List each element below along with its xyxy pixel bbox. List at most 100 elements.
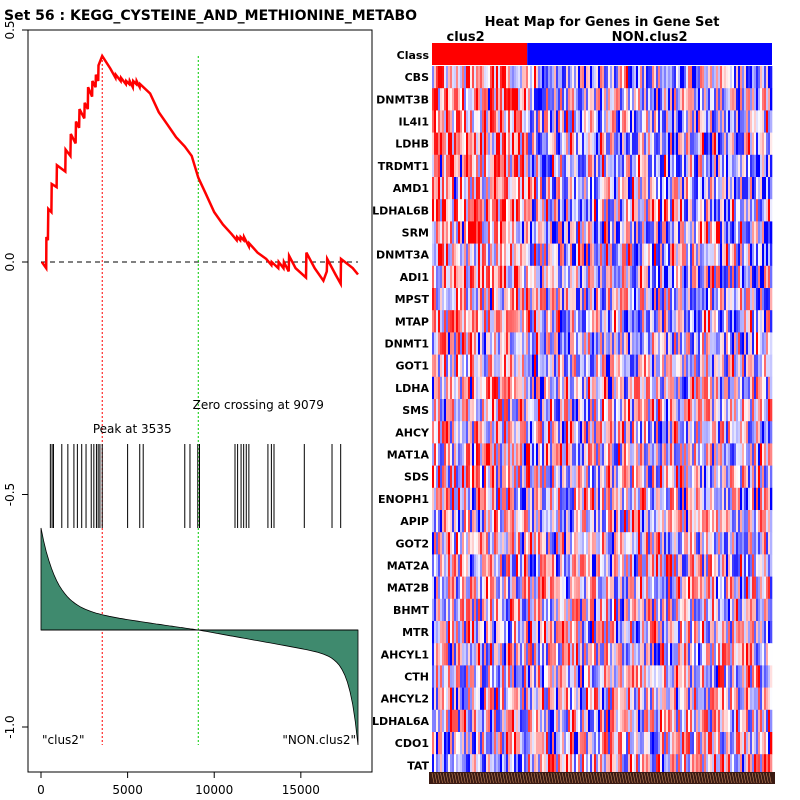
heatmap-cell: [536, 88, 539, 111]
heatmap-cell: [758, 576, 761, 600]
heatmap-cell: [468, 110, 471, 133]
heatmap-cell: [560, 598, 563, 622]
heatmap-cell: [674, 399, 677, 422]
heatmap-cell: [586, 598, 589, 622]
heatmap-cell: [744, 465, 747, 489]
heatmap-cell: [534, 687, 537, 711]
heatmap-cell: [504, 332, 507, 355]
heatmap-cell: [716, 310, 719, 333]
heatmap-cell: [660, 465, 663, 489]
heatmap-cell: [664, 399, 667, 422]
heatmap-cell: [664, 443, 667, 466]
heatmap-cell: [494, 665, 497, 688]
heatmap-cell: [728, 598, 731, 622]
heatmap-cell: [586, 243, 589, 267]
heatmap-cell: [586, 443, 589, 466]
heatmap-cell: [588, 487, 591, 511]
heatmap-cell: [768, 443, 771, 466]
heatmap-cell: [466, 177, 469, 200]
heatmap-cell: [712, 288, 715, 311]
heatmap-cell: [706, 177, 709, 200]
heatmap-cell: [622, 532, 625, 555]
heatmap-cell: [578, 687, 581, 711]
heatmap-cell: [568, 199, 571, 222]
heatmap-cell: [486, 199, 489, 222]
heatmap-cell: [510, 132, 513, 156]
heatmap-cell: [562, 88, 565, 111]
heatmap-cell: [444, 199, 447, 222]
heatmap-cell: [598, 532, 601, 555]
heatmap-cell: [642, 154, 645, 178]
heatmap-cell: [482, 154, 485, 178]
heatmap-cell: [652, 465, 655, 489]
heatmap-cell: [760, 354, 763, 378]
heatmap-cell: [472, 421, 475, 444]
heatmap-cell: [604, 443, 607, 466]
heatmap-cell: [718, 399, 721, 422]
heatmap-cell: [564, 665, 567, 688]
heatmap-cell: [662, 332, 665, 355]
heatmap-cell: [468, 310, 471, 333]
heatmap-cell: [596, 376, 599, 400]
heatmap-cell: [498, 265, 501, 289]
heatmap-cell: [504, 687, 507, 711]
heatmap-cell: [758, 399, 761, 422]
heatmap-cell: [482, 177, 485, 200]
heatmap-cell: [734, 576, 737, 600]
heatmap-cell: [652, 554, 655, 577]
heatmap-cell: [486, 221, 489, 244]
heatmap-cell: [728, 243, 731, 267]
heatmap-cell: [552, 199, 555, 222]
heatmap-cell: [460, 199, 463, 222]
heatmap-cell: [532, 576, 535, 600]
heatmap-cell: [728, 643, 731, 666]
heatmap-cell: [594, 487, 597, 511]
heatmap-cell: [732, 66, 735, 89]
heatmap-cell: [528, 421, 531, 444]
heatmap-cell: [602, 510, 605, 533]
heatmap-cell: [672, 687, 675, 711]
heatmap-cell: [522, 221, 525, 244]
heatmap-cell: [460, 643, 463, 666]
heatmap-cell: [588, 576, 591, 600]
heatmap-cell: [458, 243, 461, 267]
heatmap-cell: [468, 288, 471, 311]
heatmap-cell: [610, 532, 613, 555]
heatmap-cell: [672, 265, 675, 289]
heatmap-cell: [600, 687, 603, 711]
heatmap-cell: [752, 243, 755, 267]
heatmap-cell: [484, 110, 487, 133]
heatmap-cell: [666, 687, 669, 711]
heatmap-cell: [596, 243, 599, 267]
heatmap-cell: [464, 487, 467, 511]
heatmap-cell: [512, 665, 515, 688]
heatmap-cell: [514, 399, 517, 422]
heatmap-cell: [756, 154, 759, 178]
heatmap-cell: [596, 88, 599, 111]
heatmap-cell: [670, 598, 673, 622]
heatmap-cell: [530, 132, 533, 156]
heatmap-cell: [632, 576, 635, 600]
heatmap-cell: [536, 510, 539, 533]
heatmap-cell: [486, 354, 489, 378]
heatmap-cell: [720, 199, 723, 222]
heatmap-cell: [534, 288, 537, 311]
heatmap-cell: [670, 310, 673, 333]
heatmap-cell: [534, 487, 537, 511]
heatmap-cell: [660, 487, 663, 511]
heatmap-cell: [600, 421, 603, 444]
heatmap-cells: [432, 66, 773, 777]
heatmap-cell: [538, 376, 541, 400]
heatmap-cell: [708, 177, 711, 200]
heatmap-cell: [534, 88, 537, 111]
heatmap-cell: [748, 443, 751, 466]
heatmap-cell: [464, 354, 467, 378]
heatmap-cell: [720, 265, 723, 289]
heatmap-cell: [450, 265, 453, 289]
heatmap-cell: [660, 443, 663, 466]
heatmap-cell: [738, 332, 741, 355]
heatmap-cell: [726, 310, 729, 333]
heatmap-cell: [660, 199, 663, 222]
heatmap-cell: [530, 399, 533, 422]
heatmap-cell: [472, 687, 475, 711]
